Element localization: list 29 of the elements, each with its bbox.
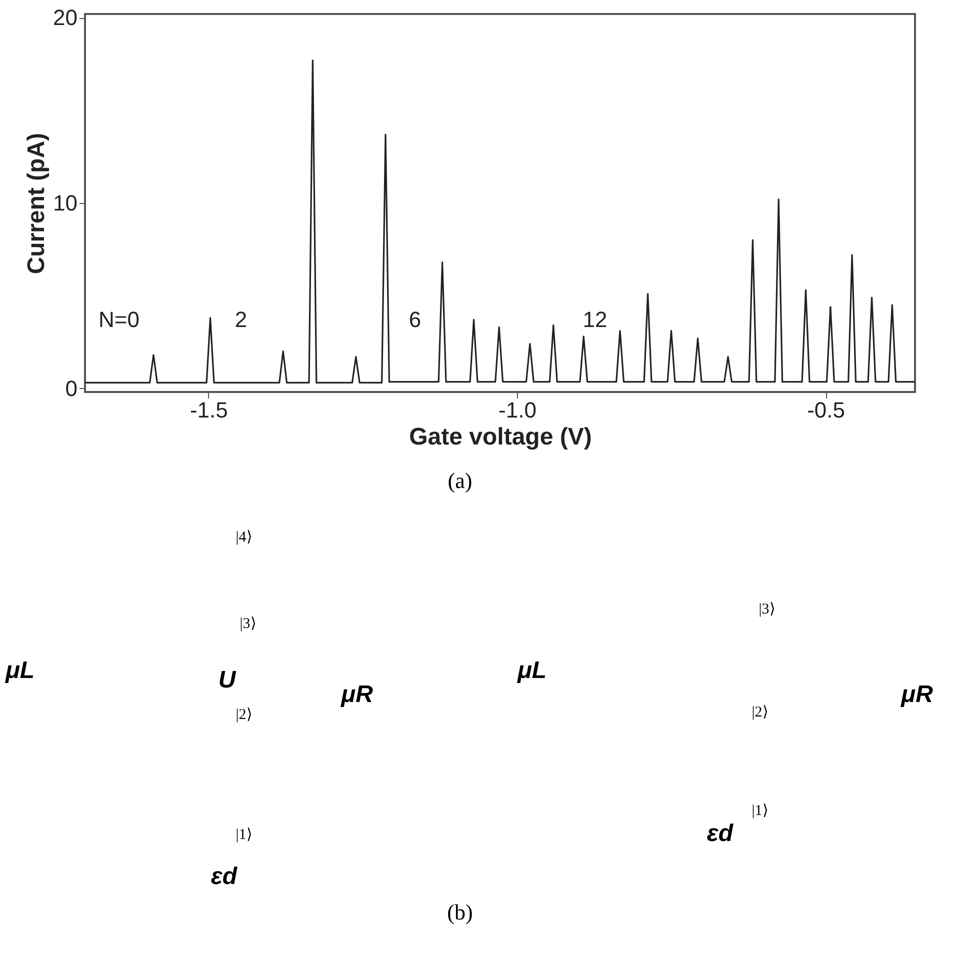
text: μL [4,657,35,684]
annotation: 2 [234,307,248,332]
y-tick-label: 20 [53,5,78,30]
x-tick-label: -1.0 [498,398,536,422]
x-tick-label: -0.5 [807,398,845,422]
annotation: 6 [408,307,422,332]
text: |2⟩ [236,707,252,724]
text: εd [210,863,238,890]
text: |4⟩ [236,530,252,546]
text: (a) [448,468,472,494]
text: |3⟩ [240,616,256,632]
y-axis-title: Current (pA) [23,132,50,274]
text: |1⟩ [752,803,768,820]
x-tick-label: -1.5 [190,398,228,422]
text: εd [706,820,734,848]
text: |2⟩ [752,704,768,720]
text: μL [516,657,547,684]
x-axis-title: Gate voltage (V) [409,424,592,450]
text: |1⟩ [236,827,252,844]
text: |3⟩ [758,602,776,618]
line-series [85,60,915,384]
y-tick-label: 10 [53,190,78,216]
text: (b) [447,900,473,925]
y-tick-label: 0 [65,376,78,401]
text: μR [900,681,934,708]
annotation: N=0 [98,307,140,332]
annotation: 12 [582,307,608,332]
text: U [218,666,236,694]
text: μR [340,681,374,708]
